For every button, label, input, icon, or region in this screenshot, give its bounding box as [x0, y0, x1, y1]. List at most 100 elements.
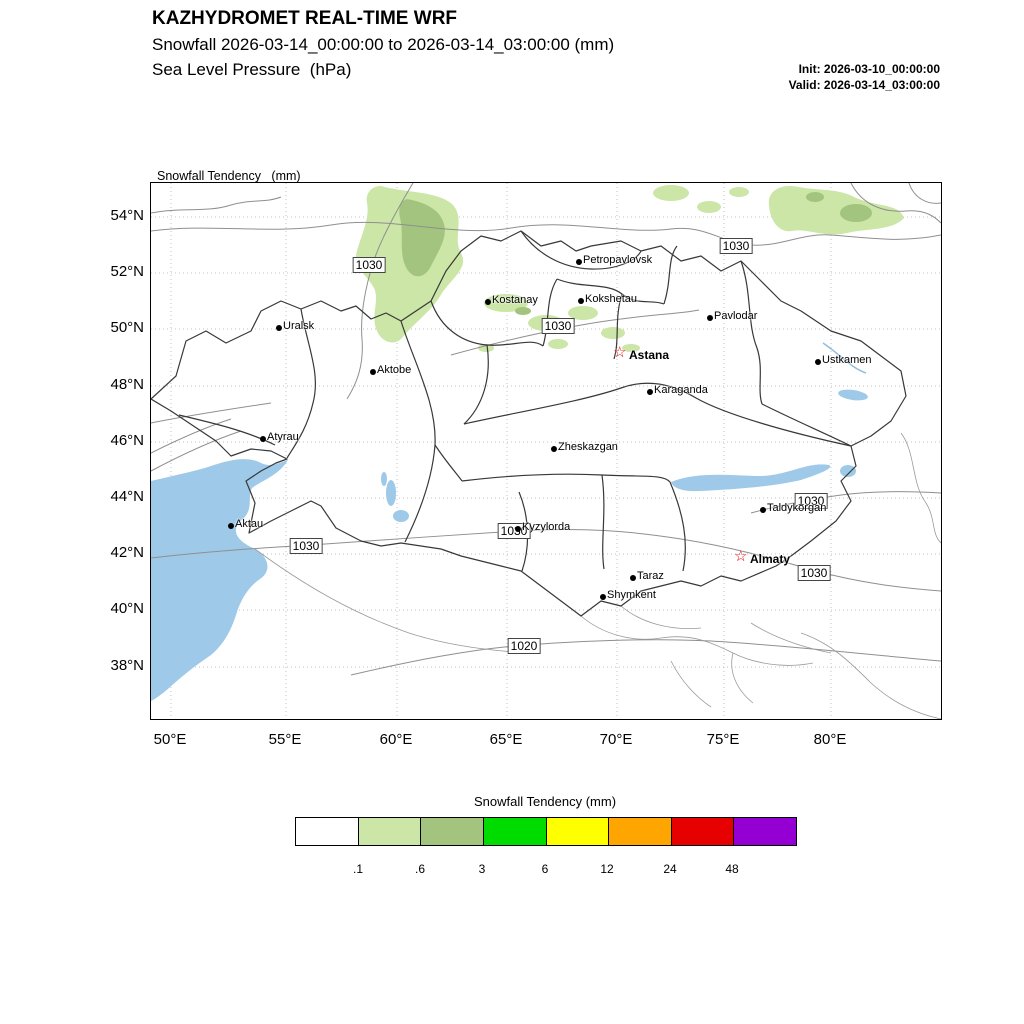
- map-canvas: [151, 183, 941, 719]
- city-label: Almaty: [750, 552, 791, 566]
- city-label: Taraz: [637, 570, 664, 582]
- contour-label: 1030: [797, 565, 831, 581]
- pressure-contours: [151, 183, 941, 676]
- colorbar-title: Snowfall Tendency (mm): [473, 794, 617, 809]
- city-label: Petropavlovsk: [583, 254, 653, 266]
- colorbar-tick: .1: [352, 862, 363, 876]
- city-label: Atyrau: [267, 431, 299, 443]
- kazakhstan-outline: [151, 230, 907, 617]
- lat-tick: 50°N: [110, 319, 144, 336]
- colorbar-cell: [483, 818, 547, 845]
- lon-tick: 55°E: [268, 731, 302, 748]
- snow-patch-nw-core: [399, 199, 445, 277]
- city-label: Shymkent: [607, 589, 656, 601]
- city-label: Kyzylorda: [522, 521, 571, 533]
- map-frame: 1030 1030 1030 1030 1030 1030 1030 1020 …: [150, 182, 942, 720]
- city-dot-icon: [576, 259, 582, 265]
- city-dot-icon: [228, 523, 234, 529]
- graticule: [151, 183, 941, 719]
- snow-patch-center: [568, 306, 598, 320]
- lon-tick: 60°E: [379, 731, 413, 748]
- city-dot-icon: [260, 436, 266, 442]
- city-dot-icon: [600, 594, 606, 600]
- lat-tick: 48°N: [110, 376, 144, 393]
- snow-patch-center: [622, 344, 640, 352]
- city-label: Aktobe: [377, 364, 412, 376]
- city-label: Ustkamen: [822, 354, 872, 366]
- snow-patch-n: [697, 201, 721, 213]
- contour-label: 1020: [507, 638, 541, 654]
- snow-patch-ne-core: [806, 192, 824, 202]
- lat-tick: 42°N: [110, 544, 144, 561]
- irtysh-river: [822, 342, 867, 374]
- snow-patch-center: [484, 294, 528, 312]
- city-label: Uralsk: [283, 320, 315, 332]
- init-time: Init: 2026-03-10_00:00:00: [798, 62, 940, 76]
- aral-sea: [381, 472, 387, 486]
- colorbar-cell: [734, 818, 796, 845]
- foreign-borders: [254, 432, 941, 719]
- city-dot-icon: [630, 575, 636, 581]
- city-dot-icon: [815, 359, 821, 365]
- colorbar-tick: 6: [541, 862, 549, 876]
- colorbar-cell: [421, 818, 484, 845]
- lat-tick: 46°N: [110, 432, 144, 449]
- colorbar-cell: [358, 818, 422, 845]
- lat-tick: 44°N: [110, 488, 144, 505]
- snow-patch-center: [548, 339, 568, 349]
- contour-label: 1030: [719, 238, 753, 254]
- lat-tick: 40°N: [110, 600, 144, 617]
- colorbar-tick: 3: [478, 862, 486, 876]
- lon-tick: 70°E: [599, 731, 633, 748]
- lat-tick: 38°N: [110, 657, 144, 674]
- aral-sea: [393, 510, 409, 522]
- capital-star-icon: ☆: [613, 344, 627, 361]
- city-label: Astana: [629, 348, 670, 362]
- lake-zaysan: [838, 389, 868, 401]
- city-dot-icon: [370, 369, 376, 375]
- city-dot-icon: [515, 526, 521, 532]
- lat-tick: 54°N: [110, 207, 144, 224]
- colorbar-cell: [671, 818, 735, 845]
- city-label: Taldykorgan: [767, 502, 827, 514]
- snow-patch-n: [653, 185, 689, 201]
- contour-label: 1030: [541, 318, 575, 334]
- snow-patch-n: [729, 187, 749, 197]
- snowfall-areas: [355, 185, 904, 352]
- colorbar-tick: 12: [600, 862, 614, 876]
- caspian-sea: [151, 459, 288, 701]
- snow-patch-ne: [768, 185, 904, 235]
- contour-label: 1030: [352, 257, 386, 273]
- lon-tick: 50°E: [153, 731, 187, 748]
- lake-alakol: [840, 465, 856, 477]
- colorbar-tick: 24: [663, 862, 677, 876]
- capital-star-icon: ☆: [734, 548, 748, 565]
- city-label: Aktau: [235, 518, 264, 530]
- colorbar-tick: 48: [725, 862, 739, 876]
- water-bodies: [151, 342, 868, 701]
- lake-balkhash: [671, 464, 831, 492]
- city-label: Pavlodar: [714, 310, 758, 322]
- map-legend-line1: Snowfall Tendency (mm): [157, 168, 301, 183]
- lon-tick: 80°E: [813, 731, 847, 748]
- snow-patch-center: [601, 327, 625, 339]
- page-subtitle-pressure: Sea Level Pressure (hPa): [152, 60, 352, 79]
- city-dot-icon: [276, 325, 282, 331]
- city-dot-icon: [485, 299, 491, 305]
- colorbar-cell: [609, 818, 672, 845]
- colorbar-tick: .6: [414, 862, 425, 876]
- city-label: Karaganda: [654, 384, 708, 396]
- city-dot-icon: [760, 507, 766, 513]
- lon-tick: 75°E: [706, 731, 740, 748]
- init-valid-block: Init: 2026-03-10_00:00:00 Valid: 2026-03…: [789, 62, 940, 93]
- aral-sea: [386, 480, 396, 506]
- city-dot-icon: [551, 446, 557, 452]
- colorbar-cell: [296, 818, 359, 845]
- page-subtitle-snowfall: Snowfall 2026-03-14_00:00:00 to 2026-03-…: [152, 35, 615, 54]
- snow-patch-center-core: [515, 307, 531, 315]
- city-label: Zheskazgan: [558, 441, 618, 453]
- region-borders: [151, 230, 907, 617]
- city-label: Kokshetau: [585, 293, 637, 305]
- city-dot-icon: [647, 389, 653, 395]
